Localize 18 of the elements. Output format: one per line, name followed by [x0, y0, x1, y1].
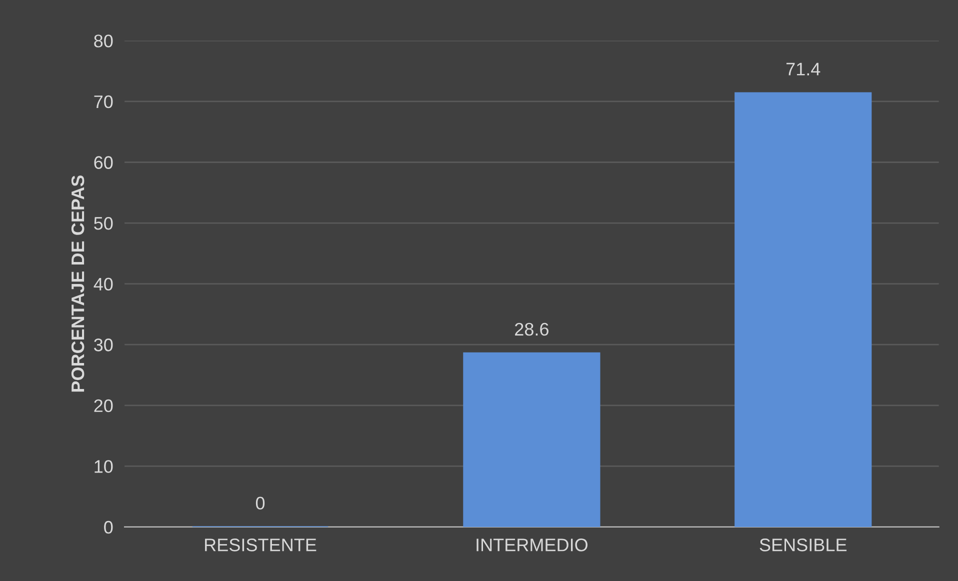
bar: [734, 92, 872, 527]
y-tick-label: 50: [94, 216, 113, 230]
bar: [463, 352, 600, 527]
y-tick-label: 20: [94, 399, 113, 412]
data-label: 71.4: [786, 62, 820, 76]
y-tick-label: 80: [94, 34, 113, 48]
y-tick-label: 10: [94, 460, 113, 473]
y-tick-label: 40: [94, 278, 113, 291]
y-tick-label: 30: [94, 338, 113, 352]
data-label: 0: [256, 496, 265, 510]
x-tick-label: SENSIBLE: [760, 538, 847, 552]
y-tick-label: 0: [104, 520, 113, 534]
x-tick-label: RESISTENTE: [205, 538, 316, 552]
data-label: 28.6: [515, 322, 548, 336]
y-axis-title: PORCENTAJE DE CEPAS: [71, 175, 84, 392]
y-tick-label: 70: [94, 95, 113, 108]
x-tick-label: INTERMEDIO: [476, 538, 588, 552]
y-tick-label: 60: [94, 156, 113, 169]
